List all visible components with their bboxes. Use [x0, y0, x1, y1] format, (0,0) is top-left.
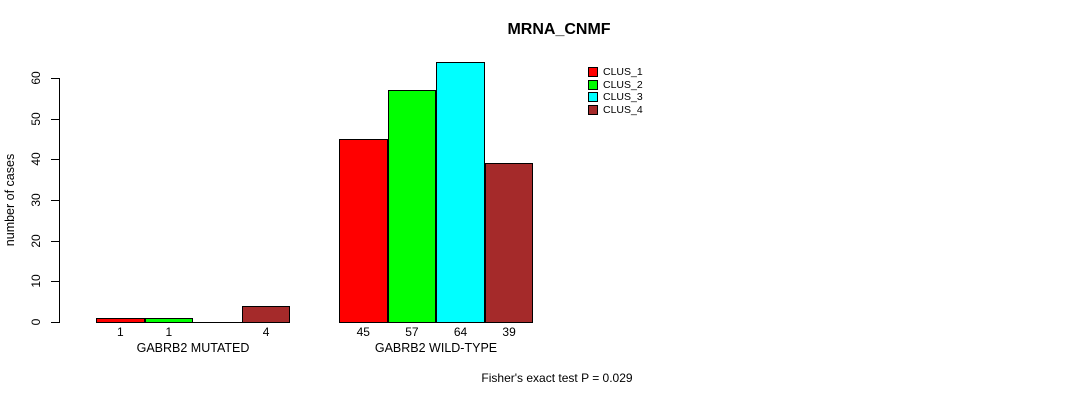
y-axis-tick [51, 78, 59, 79]
bar-clus_2-group2 [388, 90, 436, 323]
bar-value-label: 45 [356, 325, 370, 339]
chart-legend: CLUS_1 CLUS_2 CLUS_3 CLUS_4 [588, 66, 643, 116]
legend-label: CLUS_3 [603, 91, 643, 104]
y-axis-tick [51, 200, 59, 201]
bar-value-label: 1 [116, 325, 124, 339]
bar-clus_3-group2 [436, 62, 485, 323]
legend-swatch-icon [588, 67, 598, 78]
legend-swatch-icon [588, 104, 598, 115]
legend-label: CLUS_4 [603, 103, 643, 116]
y-axis-line [59, 78, 60, 323]
bar-clus_4-group1 [242, 306, 290, 323]
bar-value-label: 4 [262, 325, 270, 339]
fisher-test-annotation: Fisher's exact test P = 0.029 [481, 371, 633, 385]
y-axis-tick [51, 281, 59, 282]
bar-clus_1-group1 [96, 318, 145, 323]
legend-item-clus_3: CLUS_3 [588, 91, 643, 104]
y-axis-tick-label: 10 [29, 274, 43, 288]
y-axis-tick-label: 40 [29, 152, 43, 166]
chart-title: MRNA_CNMF [507, 21, 611, 38]
legend-label: CLUS_2 [603, 78, 643, 91]
legend-swatch-icon [588, 92, 598, 103]
bar-clus_2-group1 [145, 318, 193, 323]
legend-label: CLUS_1 [603, 66, 643, 79]
y-axis-tick-label: 50 [29, 112, 43, 126]
legend-item-clus_4: CLUS_4 [588, 104, 643, 117]
y-axis-tick [51, 119, 59, 120]
legend-swatch-icon [588, 79, 598, 90]
legend-item-clus_1: CLUS_1 [588, 66, 643, 79]
bar-value-label: 1 [165, 325, 173, 339]
y-axis-tick [51, 241, 59, 242]
y-axis-tick-label: 60 [29, 71, 43, 85]
bar-clus_4-group2 [485, 163, 533, 323]
group-label-gabrb2-wild-type: GABRB2 WILD-TYPE [374, 341, 498, 355]
y-axis-tick-label: 30 [29, 193, 43, 207]
y-axis-tick-label: 0 [29, 318, 43, 326]
bar-value-label: 57 [405, 325, 419, 339]
bar-clus_1-group2 [339, 139, 388, 323]
bar-value-label: 39 [502, 325, 516, 339]
group-label-gabrb2-mutated: GABRB2 MUTATED [136, 341, 250, 355]
y-axis-tick [51, 322, 59, 323]
bar-value-label: 64 [453, 325, 468, 339]
group-baseline [96, 322, 290, 323]
legend-item-clus_2: CLUS_2 [588, 79, 643, 92]
y-axis-tick [51, 159, 59, 160]
y-axis-tick-label: 20 [29, 234, 43, 248]
